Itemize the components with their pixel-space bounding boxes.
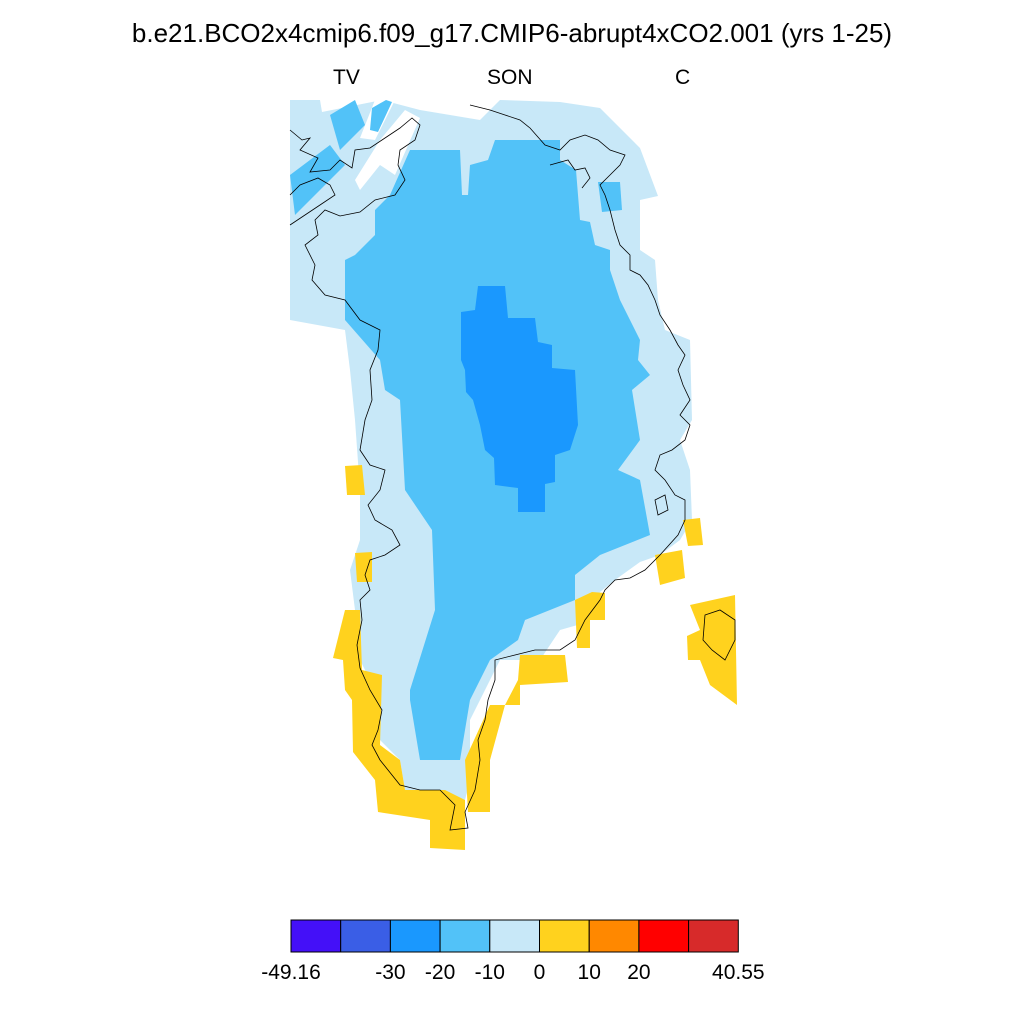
northwest-gap-2 <box>355 110 420 190</box>
units-label: C <box>675 66 691 89</box>
colorbar-box <box>439 919 491 953</box>
colorbar-box <box>539 919 590 953</box>
colorbar-box <box>588 919 640 953</box>
northwest-strong-3 <box>370 100 392 132</box>
colorbar-box <box>340 919 391 953</box>
colorbar-tick-label: 10 <box>578 961 601 984</box>
season-label: SON <box>487 66 533 89</box>
warming-southeast-coast <box>575 592 605 648</box>
colorbar-box <box>688 919 739 953</box>
colorbar-tick-label: 20 <box>627 961 650 984</box>
colorbar-labels: -49.16 -30 -20 -10 0 10 20 40.55 <box>261 961 764 984</box>
colorbar-box <box>489 919 540 953</box>
variable-label: TV <box>333 66 360 89</box>
colorbar-tick-label: -49.16 <box>261 961 321 984</box>
warming-east-1 <box>655 550 685 585</box>
colorbar-box <box>290 919 342 953</box>
coastline-east-islet <box>654 494 669 516</box>
coastline-west <box>289 104 691 831</box>
coastline-northwest-island <box>289 177 336 226</box>
warming-west-1 <box>345 465 365 495</box>
colorbar-tick-label: 40.55 <box>712 961 765 984</box>
northwest-strong-1 <box>330 100 365 150</box>
colorbar-tick-label: -30 <box>375 961 405 984</box>
region-very-strong-cooling <box>461 286 578 512</box>
very-strong-cooling-core <box>461 286 578 512</box>
colorbar-tick-label: -10 <box>475 961 505 984</box>
northeast-strong <box>598 182 622 212</box>
warming-east-2 <box>683 518 703 546</box>
colorbar-tick-label: 0 <box>534 961 546 984</box>
warming-south-tip <box>465 655 568 812</box>
coastline-north-fjord <box>549 159 591 189</box>
colorbar-box <box>638 919 690 953</box>
colorbar-box <box>389 919 441 953</box>
colorbar-tick-label: -20 <box>425 961 455 984</box>
coastline-east-island <box>702 609 736 661</box>
colorbar-boxes <box>290 919 739 953</box>
map-title: b.e21.BCO2x4cmip6.f09_g17.CMIP6-abrupt4x… <box>131 18 893 48</box>
coastline <box>289 104 736 831</box>
warming-west-2 <box>355 552 372 582</box>
northwest-strong-2 <box>290 145 345 215</box>
